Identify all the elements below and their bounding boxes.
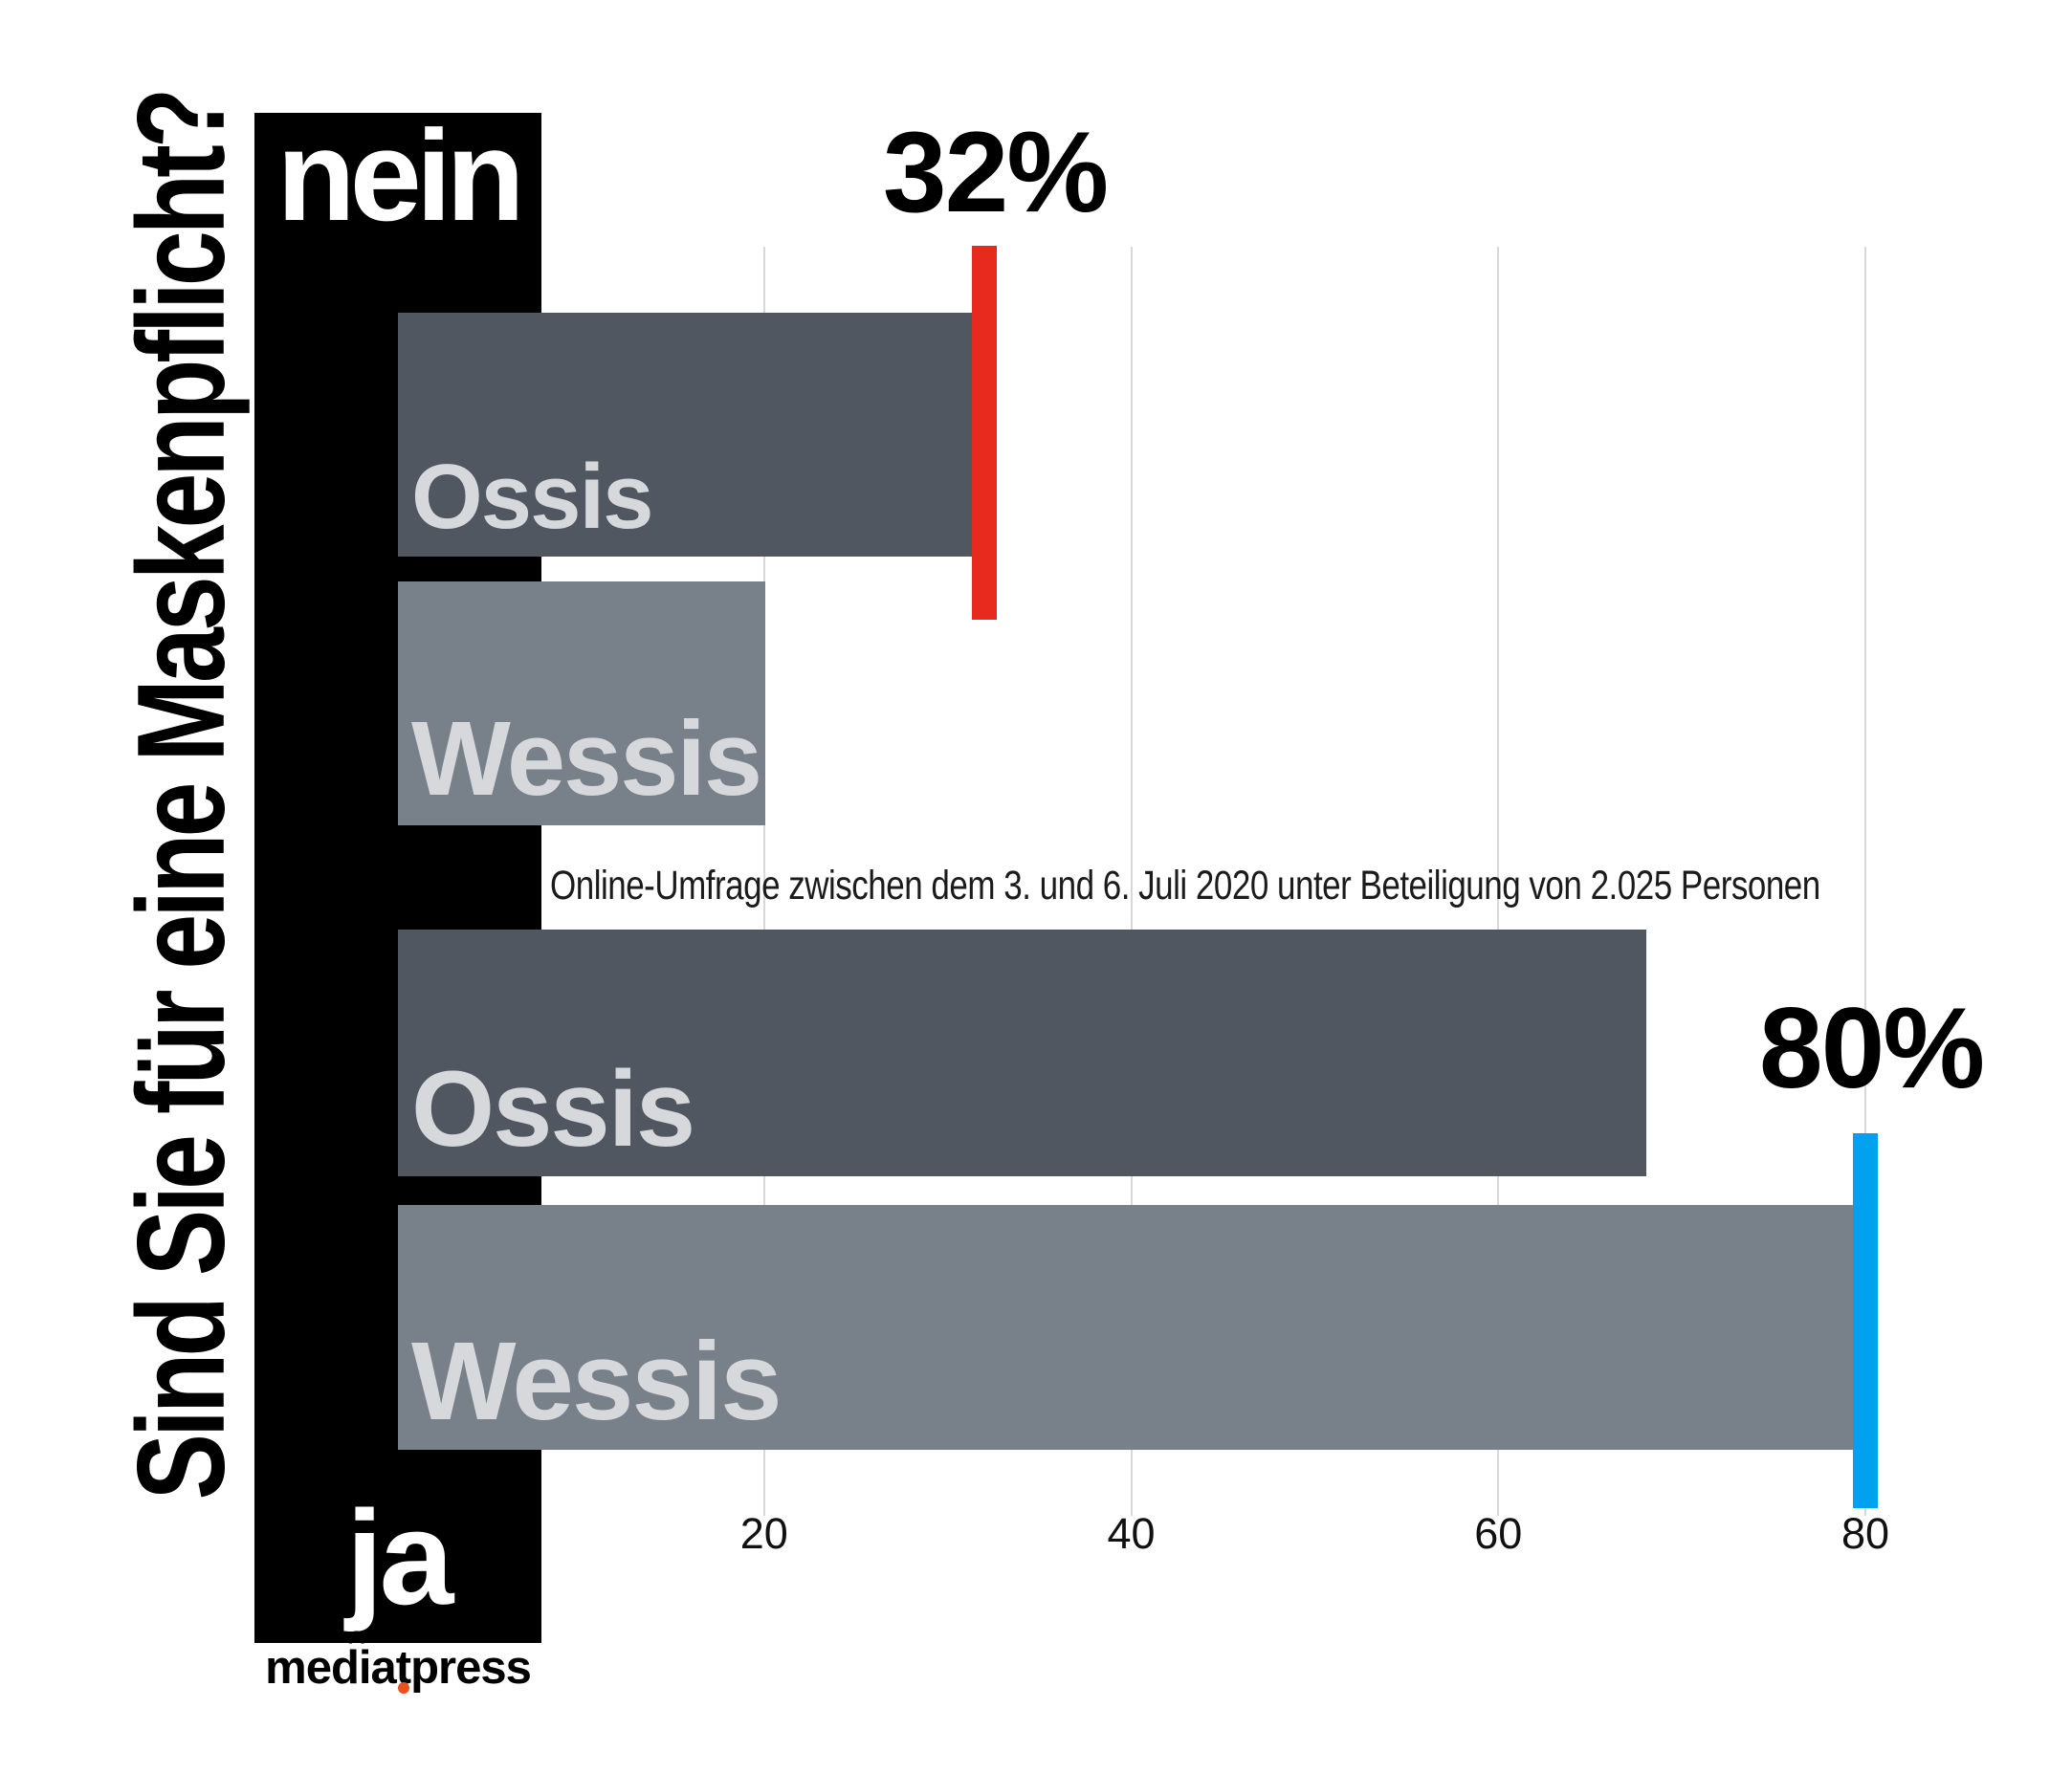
gridline-40 — [1130, 247, 1133, 1516]
bar-wessis-ja: Wessis — [398, 1205, 1854, 1450]
marker-nein-32 — [972, 246, 997, 620]
bar-label-wessis-nein: Wessis — [411, 700, 762, 818]
bar-ossis-ja: Ossis — [398, 930, 1646, 1176]
logo-caret-decoration: ^ — [348, 1626, 365, 1657]
chart-subtitle: Online-Umfrage zwischen dem 3. und 6. Ju… — [550, 863, 1820, 909]
axis-tick-40: 40 — [1107, 1509, 1156, 1558]
axis-tick-20: 20 — [739, 1509, 788, 1558]
publisher-logo: ^ mediatpress — [254, 1626, 541, 1712]
axis-tick-60: 60 — [1474, 1509, 1523, 1558]
bar-wessis-nein: Wessis — [398, 581, 765, 825]
bar-label-ossis-nein: Ossis — [411, 446, 654, 548]
answer-label-ja: ja — [345, 1482, 454, 1632]
chart-title-vertical: Sind Sie für eine Maskenpflicht? — [111, 91, 251, 1500]
marker-value-label-ja: 80% — [1758, 984, 1985, 1112]
gridline-60 — [1497, 247, 1500, 1516]
bar-ossis-nein: Ossis — [398, 313, 973, 557]
gridline-20 — [762, 247, 765, 1516]
logo-dot-icon — [398, 1682, 409, 1694]
bar-label-ossis-ja: Ossis — [411, 1049, 695, 1169]
axis-tick-80: 80 — [1841, 1509, 1890, 1558]
bar-label-wessis-ja: Wessis — [411, 1319, 783, 1443]
marker-value-label-nein: 32% — [882, 108, 1109, 236]
gridline-80 — [1864, 247, 1866, 1516]
answer-label-nein: nein — [276, 103, 525, 248]
marker-ja-80 — [1853, 1133, 1878, 1508]
